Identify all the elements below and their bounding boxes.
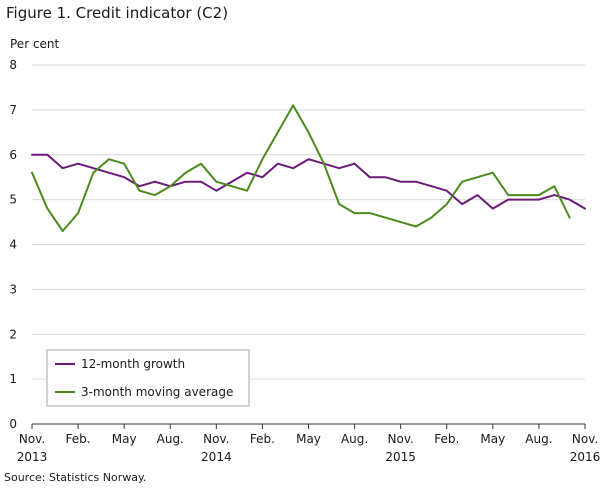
x-tick-year-label: 2013 xyxy=(17,450,48,464)
x-tick-labels: Nov. 2013 Feb. May Aug. Nov. 2014 Feb. May Aug. No… xyxy=(17,424,601,464)
x-tick-label: Aug. xyxy=(525,432,552,446)
x-tick-year-label: 2016 xyxy=(570,450,601,464)
chart-title: Figure 1. Credit indicator (C2) xyxy=(6,4,229,22)
y-tick-label: 6 xyxy=(9,148,17,162)
x-tick-label: Nov. xyxy=(203,432,229,446)
legend-box xyxy=(46,349,250,407)
y-tick-label: 4 xyxy=(9,238,17,252)
legend-label-0: 12-month growth xyxy=(81,357,185,371)
x-tick-year-label: 2015 xyxy=(385,450,416,464)
x-tick-label: Nov. xyxy=(19,432,45,446)
x-tick-label: Nov. xyxy=(388,432,414,446)
y-tick-label: 7 xyxy=(9,103,17,117)
x-tick-label: Aug. xyxy=(157,432,184,446)
series-lines xyxy=(31,104,586,232)
y-axis-label: Per cent xyxy=(10,37,60,51)
y-tick-label: 2 xyxy=(9,327,17,341)
x-tick-label: May xyxy=(296,432,321,446)
series-line-1 xyxy=(31,104,571,232)
series-line-0 xyxy=(31,153,586,210)
legend: 12-month growth 3-month moving average xyxy=(46,349,250,407)
y-tick-labels: 0 1 2 3 4 5 6 7 8 xyxy=(9,58,17,431)
y-tick-label: 3 xyxy=(9,282,17,296)
y-tick-label: 0 xyxy=(9,417,17,431)
x-tick-label: Feb. xyxy=(434,432,459,446)
x-tick-label: Aug. xyxy=(341,432,368,446)
x-tick-label: Nov. xyxy=(572,432,598,446)
y-tick-label: 5 xyxy=(9,193,17,207)
y-tick-label: 8 xyxy=(9,58,17,72)
x-tick-year-label: 2014 xyxy=(201,450,232,464)
legend-label-1: 3-month moving average xyxy=(81,385,233,399)
x-tick-label: Feb. xyxy=(250,432,275,446)
y-tick-label: 1 xyxy=(9,372,17,386)
x-tick-label: May xyxy=(480,432,505,446)
x-tick-label: May xyxy=(112,432,137,446)
grid-lines xyxy=(32,64,585,380)
x-tick-label: Feb. xyxy=(66,432,91,446)
source-note: Source: Statistics Norway. xyxy=(4,471,147,484)
